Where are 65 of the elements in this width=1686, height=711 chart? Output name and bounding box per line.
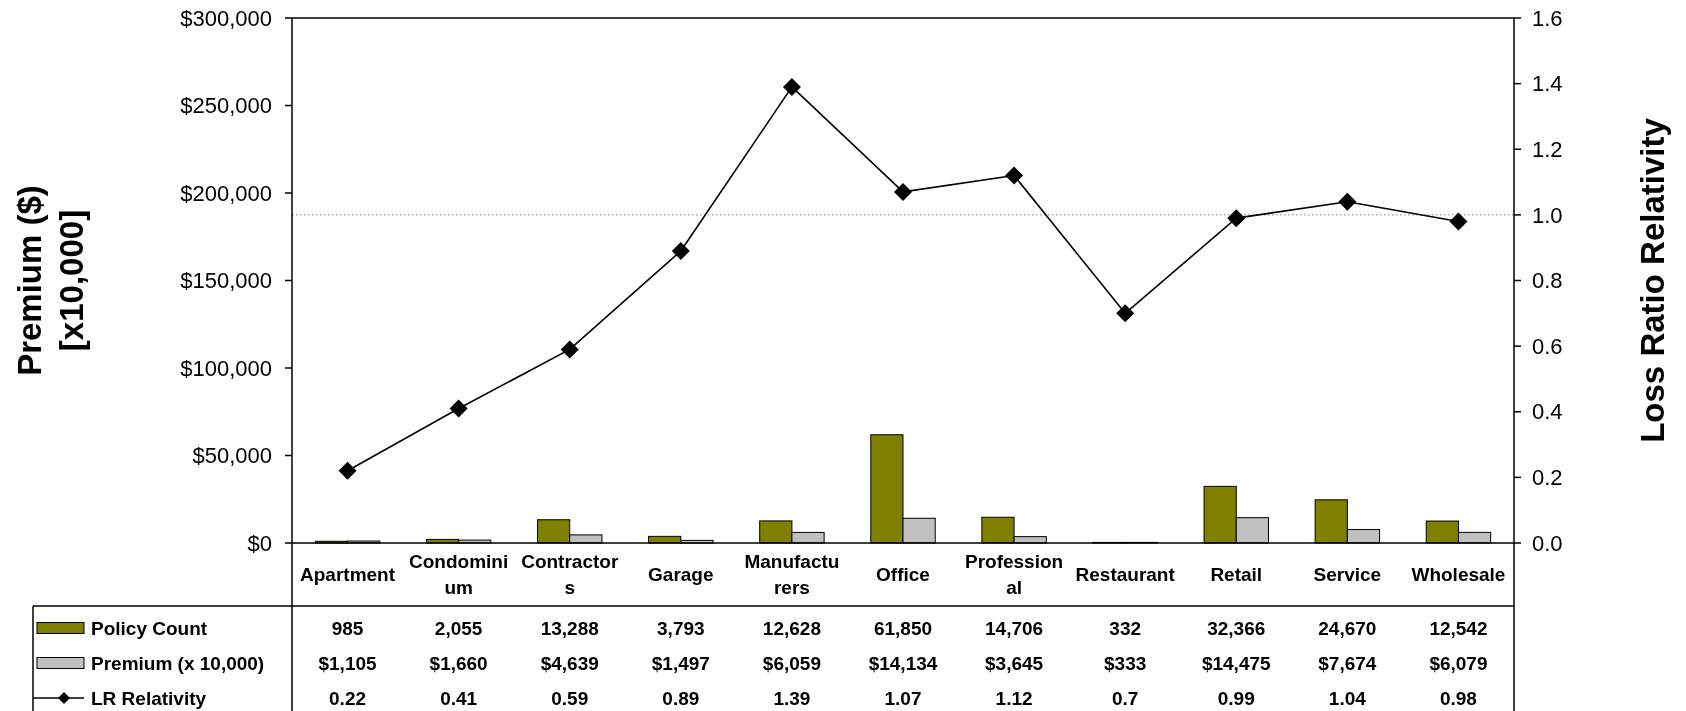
data-label: 0.7: [1111, 687, 1139, 709]
data-label: 0.41: [440, 687, 478, 709]
data-label: 14,706: [985, 617, 1044, 639]
y-tick-label: $0: [247, 530, 272, 556]
legend-label: Premium (x 10,000): [91, 652, 265, 674]
data-label: $333: [1104, 652, 1147, 674]
data-label: $1,105: [318, 652, 378, 674]
data-label: 0.22: [329, 687, 367, 709]
data-label: 24,670: [1318, 617, 1377, 639]
data-label: 12,542: [1429, 617, 1488, 639]
data-label: 1.07: [884, 687, 922, 709]
data-label: 32,366: [1207, 617, 1266, 639]
y-tick-label: $300,000: [180, 5, 272, 31]
data-label: 0.98: [1439, 687, 1477, 709]
data-label: $1,660: [429, 652, 488, 674]
y-tick-label: $200,000: [180, 180, 272, 206]
y2-tick-label: 1.4: [1532, 71, 1563, 97]
data-label: 0.59: [551, 687, 589, 709]
x-tick-label: Retail: [1210, 564, 1263, 586]
x-tick-label: Contractors: [521, 551, 619, 599]
data-label: $7,674: [1318, 652, 1377, 674]
y2-tick-label: 1.2: [1532, 136, 1563, 162]
y2-tick-label: 1.0: [1532, 202, 1563, 228]
data-label: 0.89: [662, 687, 700, 709]
y2-tick-label: 1.6: [1532, 5, 1563, 31]
data-label: 1.04: [1328, 687, 1367, 709]
data-label: 0.99: [1217, 687, 1255, 709]
x-tick-label: Wholesale: [1411, 564, 1506, 586]
legend-label: Policy Count: [91, 617, 208, 639]
data-label: 3,793: [657, 617, 705, 639]
y-axis-title: Premium ($) [x10,000]: [10, 185, 90, 376]
data-label: 1.12: [995, 687, 1033, 709]
data-label: 332: [1109, 617, 1142, 639]
y-tick-label: $100,000: [180, 355, 272, 381]
data-label: 2,055: [434, 617, 483, 639]
data-label: 13,288: [540, 617, 599, 639]
y2-tick-label: 0.2: [1532, 465, 1563, 491]
data-label: $4,639: [540, 652, 599, 674]
x-tick-label: Office: [876, 564, 930, 586]
x-tick-label: Service: [1313, 564, 1382, 586]
y-tick-label: $250,000: [180, 93, 272, 119]
x-tick-label: Manufacturers: [744, 551, 840, 599]
data-label: $6,079: [1429, 652, 1488, 674]
y-tick-label: $150,000: [180, 268, 272, 294]
data-label: 61,850: [873, 617, 933, 639]
data-label: 985: [331, 617, 364, 639]
y2-tick-label: 0.8: [1532, 268, 1563, 294]
data-label: 12,628: [762, 617, 821, 639]
x-tick-label: Garage: [648, 564, 714, 586]
x-tick-label: Condominium: [409, 551, 509, 599]
y-tick-label: $50,000: [192, 443, 272, 469]
data-label: $3,645: [985, 652, 1044, 674]
data-label: 1.39: [773, 687, 811, 709]
y2-tick-label: 0.4: [1532, 399, 1563, 425]
data-label: $14,134: [868, 652, 938, 674]
y2-tick-label: 0.6: [1532, 333, 1563, 359]
x-tick-label: Restaurant: [1075, 564, 1176, 586]
y2-axis-title: Loss Ratio Relativity: [1633, 117, 1671, 443]
data-label: $6,059: [762, 652, 821, 674]
y2-tick-label: 0.0: [1532, 530, 1563, 556]
legend-label: LR Relativity: [91, 687, 207, 709]
data-label: $1,497: [651, 652, 710, 674]
data-label: $14,475: [1201, 652, 1272, 674]
x-tick-label: Apartment: [300, 564, 396, 586]
x-tick-label: Professional: [964, 551, 1064, 599]
